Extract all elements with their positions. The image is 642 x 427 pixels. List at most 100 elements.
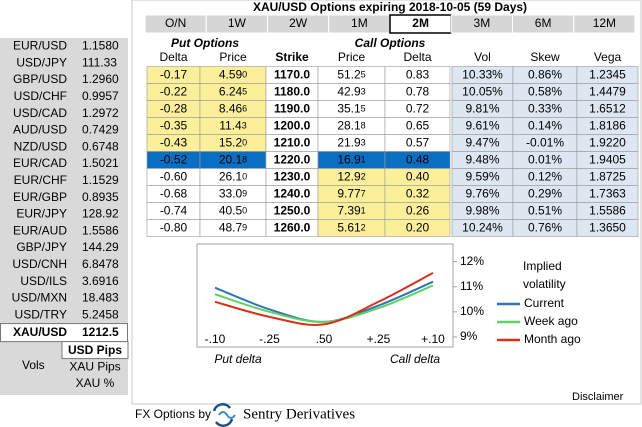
price-main: 7.39 (337, 204, 361, 218)
put-header: Put Options (171, 36, 239, 50)
pair-label[interactable]: EUR/AUD (13, 223, 67, 237)
cell-text: 0.29% (528, 187, 562, 201)
column-header: Vega (594, 50, 622, 64)
pair-rate[interactable]: 3.6916 (82, 274, 119, 288)
cell-text: 1200.0 (274, 119, 311, 133)
tab[interactable] (573, 14, 636, 34)
cell-text: 0.32 (406, 187, 430, 201)
quote-mode-option[interactable]: XAU Pips (69, 359, 120, 373)
tab-label[interactable]: 2W (289, 16, 308, 30)
price-main: 40.5 (219, 204, 243, 218)
column-header: Delta (159, 50, 187, 64)
pair-label[interactable]: EUR/GBP (13, 190, 67, 204)
pair-rate[interactable]: 1.1529 (82, 173, 119, 187)
tab-label[interactable]: 1W (228, 16, 247, 30)
footer-prefix: FX Options by (135, 407, 211, 421)
price-main: 9.77 (337, 187, 361, 201)
cell-text: 1220.0 (274, 153, 311, 167)
price-pip: 1 (361, 155, 366, 165)
pair-rate[interactable]: 1.1580 (82, 39, 119, 53)
price-pip: 6 (242, 104, 247, 114)
quote-mode-label: Vols (22, 358, 45, 372)
pair-label[interactable]: EUR/JPY (16, 207, 67, 221)
legend-title: volatility (523, 277, 566, 291)
call-delta-label: Call delta (390, 352, 440, 366)
y-tick-label: 12% (460, 254, 484, 268)
price-pip: 5 (361, 70, 366, 80)
pair-label[interactable]: GBP/JPY (16, 240, 67, 254)
cell-text: 0.58% (528, 85, 562, 99)
pair-rate[interactable]: 128.92 (82, 207, 119, 221)
cell-text: -0.17 (160, 68, 188, 82)
cell-text: 1.9220 (589, 136, 626, 150)
tab-label[interactable]: O/N (165, 16, 186, 30)
price-main: 11.4 (219, 119, 242, 133)
pair-rate[interactable]: 1.5021 (82, 156, 119, 170)
price-main: 51.2 (337, 68, 361, 82)
cell-text: 0.86% (528, 68, 562, 82)
brand-logo (212, 403, 236, 427)
pair-label[interactable]: USD/CNH (12, 257, 67, 271)
pair-rate[interactable]: 144.29 (82, 240, 119, 254)
cell-text: 9.98% (465, 204, 499, 218)
tab-label[interactable]: 12M (593, 16, 616, 30)
cell-text: 9.47% (465, 136, 499, 150)
disclaimer-link[interactable]: Disclaimer (572, 391, 624, 403)
pair-rate[interactable]: 1.5586 (82, 223, 119, 237)
column-header: Delta (403, 50, 431, 64)
pair-rate[interactable]: 18.483 (82, 291, 119, 305)
cell-text: 1240.0 (274, 187, 311, 201)
cell-text: 0.76% (528, 221, 562, 235)
pair-label[interactable]: USD/ILS (20, 274, 67, 288)
pair-rate[interactable]: 0.7429 (82, 123, 119, 137)
pair-rate[interactable]: 111.33 (82, 55, 117, 69)
quote-mode-option[interactable]: XAU % (76, 376, 115, 390)
pair-label[interactable]: EUR/CAD (13, 156, 67, 170)
pair-rate[interactable]: 0.6748 (82, 139, 119, 153)
cell-text: 8.466 (219, 102, 247, 116)
pair-label[interactable]: EUR/USD (13, 39, 67, 53)
tab-label[interactable]: 3M (474, 16, 491, 30)
cell-text: 1260.0 (274, 221, 311, 235)
pair-rate[interactable]: 5.2458 (82, 307, 119, 321)
cell-text: 0.01% (528, 153, 562, 167)
price-main: 5.61 (337, 221, 361, 235)
pair-rate[interactable]: 1.2972 (82, 106, 119, 120)
price-pip: 3 (361, 87, 366, 97)
pair-rate[interactable]: 6.8478 (82, 257, 119, 271)
footer-brand: Sentry Derivatives (243, 406, 355, 422)
pair-label[interactable]: USD/MXN (12, 291, 67, 305)
pair-label[interactable]: AUD/USD (13, 123, 67, 137)
pair-rate[interactable]: 1.2960 (82, 72, 119, 86)
pair-rate[interactable]: 0.8935 (82, 190, 119, 204)
tab-label[interactable]: 1M (351, 16, 368, 30)
pair-label[interactable]: USD/JPY (16, 55, 67, 69)
quote-mode-option[interactable]: USD Pips (68, 343, 122, 357)
cell-text: 0.12% (528, 170, 562, 184)
cell-text: 10.24% (462, 221, 503, 235)
price-main: 6.24 (219, 85, 243, 99)
price-pip: 3 (361, 138, 366, 148)
cell-text: 9.61% (465, 119, 499, 133)
pair-label[interactable]: NZD/USD (14, 139, 68, 153)
smile-line (214, 272, 434, 326)
cell-text: 1210.0 (274, 136, 311, 150)
cell-text: 9.81% (465, 102, 499, 116)
price-pip: 8 (361, 121, 366, 131)
pair-label[interactable]: GBP/USD (13, 72, 67, 86)
pair-rate[interactable]: 0.9957 (82, 89, 119, 103)
tab-label[interactable]: 6M (535, 16, 552, 30)
cell-text: 10.33% (462, 68, 503, 82)
pair-label[interactable]: EUR/CHF (14, 173, 67, 187)
tab-label[interactable]: 2M (412, 16, 429, 30)
pair-label[interactable]: USD/TRY (15, 307, 67, 321)
cell-text: 1.7363 (589, 187, 626, 201)
pair-label[interactable]: USD/CAD (13, 106, 67, 120)
column-header: Price (338, 50, 366, 64)
price-main: 8.46 (219, 102, 243, 116)
cell-text: 0.40 (406, 170, 430, 184)
legend-title: Implied (523, 259, 562, 273)
pair-label[interactable]: USD/CHF (14, 89, 67, 103)
cell-text: 0.78 (406, 85, 430, 99)
cell-text: 9.76% (465, 187, 499, 201)
